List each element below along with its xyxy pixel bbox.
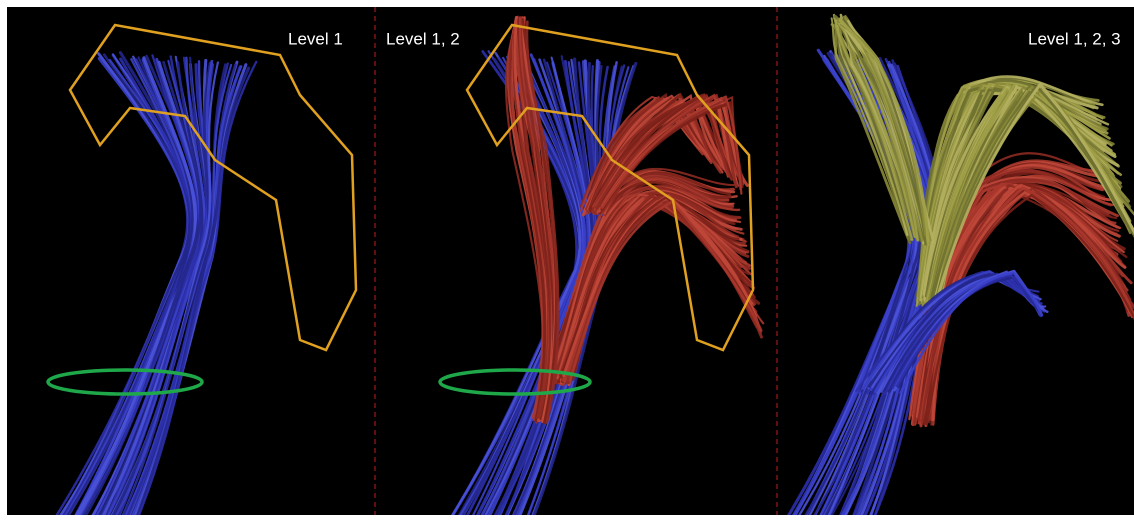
fiber: [588, 96, 720, 211]
fiber: [601, 95, 743, 209]
fiber: [925, 193, 1134, 426]
fiber: [830, 23, 910, 240]
fiber: [924, 186, 1127, 418]
fiber: [136, 66, 251, 515]
roi-ring: [46, 368, 204, 396]
panel-label: Level 1, 2: [386, 29, 460, 48]
fiber: [525, 20, 560, 424]
fiber: [899, 271, 1044, 395]
fiber: [62, 53, 191, 515]
fiber: [838, 18, 930, 241]
fiber: [936, 83, 1134, 296]
fiber: [66, 51, 192, 515]
fiber: [935, 81, 1134, 303]
fiber: [585, 98, 714, 213]
panel-3: [786, 13, 1134, 515]
fiber: [126, 65, 242, 515]
panel-label: Level 1: [288, 29, 343, 48]
roi-outline: [68, 23, 358, 352]
fiber: [587, 94, 719, 211]
fiber: [930, 186, 1134, 422]
panel-1: [55, 51, 258, 515]
fiber: [114, 59, 214, 515]
fiber: [105, 63, 209, 515]
panel-2: [450, 15, 765, 515]
panel-label: Level 1, 2, 3: [1028, 29, 1121, 48]
roi-outline: [465, 23, 755, 352]
roi-ring: [438, 368, 592, 396]
fiber: [137, 60, 258, 515]
